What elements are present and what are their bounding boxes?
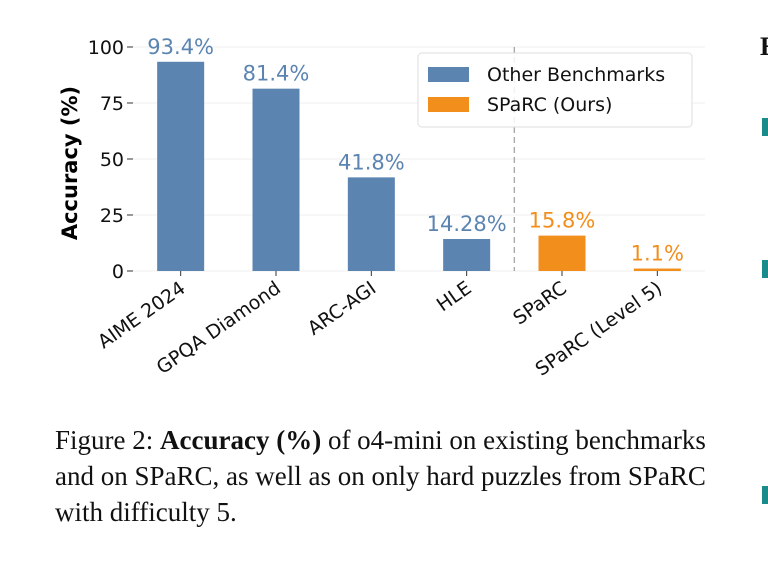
y-tick-label: 25 [100,205,124,227]
accuracy-bar-chart: 0 25 50 75 100 Accuracy (%) 93.4% 81.4% 41.8% 14… [58,35,705,381]
bullet-marker [762,118,768,136]
bar [347,177,395,271]
bar [157,61,205,272]
legend: Other Benchmarks SPaRC (Ours) [417,52,693,128]
y-axis-label: Accuracy (%) [58,86,82,240]
bar [633,268,681,271]
x-tick-label: SPaRC [509,277,571,329]
y-tick-label: 0 [112,261,124,283]
x-tick-label: ARC-AGI [304,277,380,340]
bullet-marker [762,260,768,278]
cropped-heading-letter: E [760,32,768,62]
caption-rest: of o4-mini on existing benchmarks and on… [55,425,706,527]
y-axis: 0 25 50 75 100 Accuracy (%) [58,37,133,283]
x-tick-label: HLE [433,277,476,316]
legend-label: SPaRC (Ours) [487,94,612,116]
bullet-marker [762,486,768,504]
value-label: 93.4% [147,35,214,59]
value-label: 41.8% [338,150,405,174]
caption-prefix: Figure 2: [55,425,160,455]
bars [157,47,681,272]
legend-box [417,52,693,128]
x-tick-label: AIME 2024 [94,277,190,353]
value-label: 15.8% [529,209,596,233]
value-label: 81.4% [243,62,310,86]
bar [538,235,586,271]
value-label: 14.28% [427,212,507,236]
legend-swatch [428,97,469,112]
y-tick-label: 50 [100,149,124,171]
y-tick-label: 75 [100,93,124,115]
caption-bold: Accuracy (%) [160,425,322,455]
bar [252,88,300,271]
value-labels: 93.4% 81.4% 41.8% 14.28% 15.8% 1.1% [147,35,684,266]
y-tick-label: 100 [88,37,124,59]
legend-label: Other Benchmarks [487,64,665,86]
bar [443,239,491,271]
legend-swatch [428,67,469,82]
value-label: 1.1% [631,242,684,266]
figure-caption: Figure 2: Accuracy (%) of o4-mini on exi… [55,422,725,530]
